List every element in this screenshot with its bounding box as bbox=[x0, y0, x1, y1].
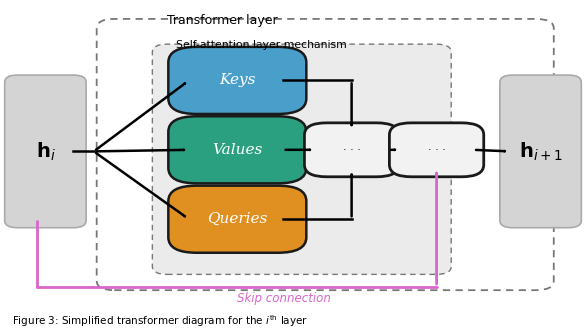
FancyBboxPatch shape bbox=[305, 123, 398, 177]
Text: Transformer layer: Transformer layer bbox=[167, 14, 278, 27]
Text: Queries: Queries bbox=[207, 212, 268, 226]
FancyBboxPatch shape bbox=[500, 75, 581, 228]
FancyBboxPatch shape bbox=[389, 123, 484, 177]
Text: Self-attention layer mechanism: Self-attention layer mechanism bbox=[176, 41, 346, 50]
Text: $\mathbf{h}_i$: $\mathbf{h}_i$ bbox=[36, 140, 55, 163]
FancyBboxPatch shape bbox=[5, 75, 86, 228]
Text: · · ·: · · · bbox=[343, 145, 360, 155]
Text: Figure 3: Simplified transformer diagram for the $i^{\mathrm{th}}$ layer: Figure 3: Simplified transformer diagram… bbox=[12, 313, 308, 329]
Text: Skip connection: Skip connection bbox=[237, 292, 331, 305]
Text: Keys: Keys bbox=[219, 73, 255, 87]
FancyBboxPatch shape bbox=[168, 116, 306, 183]
FancyBboxPatch shape bbox=[152, 44, 451, 274]
Text: · · ·: · · · bbox=[428, 145, 445, 155]
FancyBboxPatch shape bbox=[168, 186, 306, 253]
FancyBboxPatch shape bbox=[168, 47, 306, 114]
Text: Values: Values bbox=[212, 143, 263, 157]
Text: $\mathbf{h}_{i+1}$: $\mathbf{h}_{i+1}$ bbox=[519, 140, 563, 163]
